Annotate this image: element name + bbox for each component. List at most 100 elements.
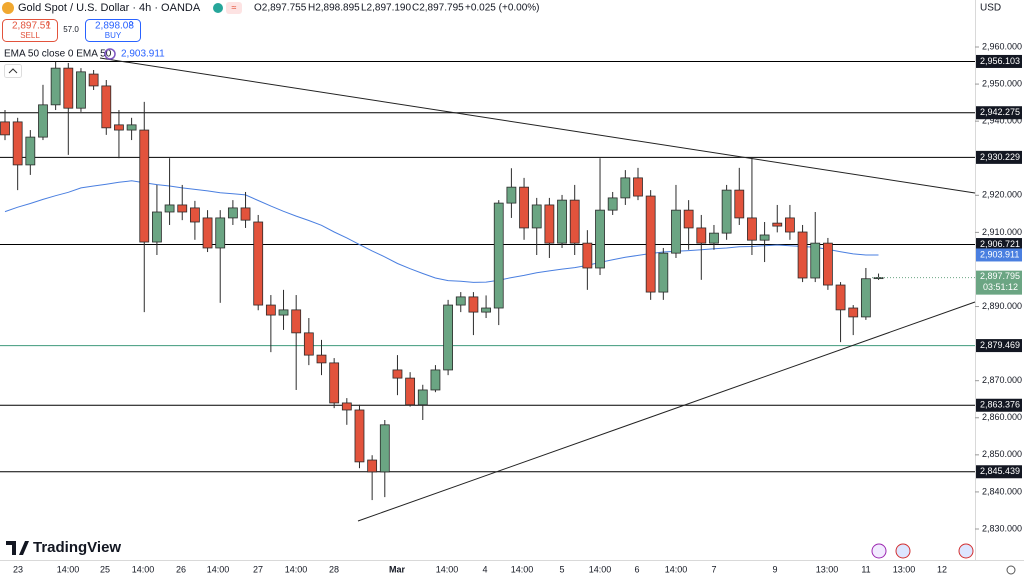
candle-body bbox=[101, 85, 112, 129]
y-tick-label: 2,890.000 bbox=[982, 301, 1022, 311]
x-tick-label: 14:00 bbox=[132, 564, 155, 574]
ema-line bbox=[4, 180, 879, 283]
x-tick-label: 11 bbox=[861, 564, 870, 574]
candle-body bbox=[493, 202, 504, 309]
candle-body bbox=[202, 217, 213, 249]
x-tick-label: 14:00 bbox=[285, 564, 308, 574]
trend-line-up bbox=[357, 301, 976, 522]
candle-body bbox=[747, 217, 757, 241]
x-tick-label: 14:00 bbox=[589, 564, 612, 574]
candle-body bbox=[607, 197, 618, 211]
candle-body bbox=[341, 402, 352, 411]
brand-logo bbox=[6, 541, 29, 555]
level-label-box bbox=[976, 398, 1022, 412]
candle-body bbox=[835, 284, 846, 311]
x-tick-label: 14:00 bbox=[207, 564, 230, 574]
ohlc-close: C2,897.795 bbox=[412, 3, 464, 14]
candle-body bbox=[316, 354, 327, 364]
level-label-box bbox=[976, 150, 1022, 164]
candle-body bbox=[215, 217, 226, 249]
candle-body bbox=[759, 234, 770, 241]
trend-line-down bbox=[99, 57, 976, 194]
candle-body bbox=[443, 304, 454, 371]
sell-button[interactable] bbox=[2, 19, 58, 42]
candle-body bbox=[683, 209, 694, 229]
candle-body bbox=[291, 309, 302, 334]
candle-body bbox=[468, 296, 479, 313]
buy-sup: 0 bbox=[129, 21, 133, 28]
x-tick-label: 4 bbox=[482, 564, 487, 574]
level-label: 2,942.275 bbox=[980, 107, 1020, 117]
candle-body bbox=[354, 409, 365, 463]
buy-label: BUY bbox=[105, 31, 122, 40]
plot-area bbox=[0, 60, 975, 501]
y-tick-label: 2,840.000 bbox=[982, 486, 1022, 496]
candle-body bbox=[152, 211, 162, 243]
level-label: 2,930.229 bbox=[980, 152, 1020, 162]
level-label-box bbox=[976, 238, 1022, 252]
ema-label-box bbox=[976, 248, 1022, 262]
wave-icon bbox=[226, 2, 242, 14]
candle-body bbox=[582, 242, 593, 269]
current-price-label: 2,897.795 bbox=[980, 271, 1020, 281]
candle-body bbox=[227, 207, 238, 219]
x-tick-label: 14:00 bbox=[436, 564, 459, 574]
market-status bbox=[213, 3, 223, 13]
candle-body bbox=[531, 204, 542, 229]
level-label-box bbox=[976, 465, 1022, 479]
ema-legend: EMA 50 close 0 EMA 50 bbox=[4, 49, 112, 60]
candle-body bbox=[76, 71, 86, 109]
y-tick-label: 2,830.000 bbox=[982, 523, 1022, 533]
y-tick-label: 2,860.000 bbox=[982, 412, 1022, 422]
candle-body bbox=[544, 204, 555, 244]
candle-body bbox=[392, 369, 403, 379]
x-tick-label: 14:00 bbox=[57, 564, 80, 574]
ema-icon bbox=[104, 48, 116, 60]
x-tick-label: 23 bbox=[13, 564, 23, 574]
candle-body bbox=[671, 209, 681, 254]
candle-body bbox=[633, 177, 643, 197]
candle-body bbox=[785, 217, 795, 233]
collapse-button[interactable] bbox=[4, 64, 22, 78]
candle-body bbox=[88, 73, 99, 87]
symbol-title: Gold Spot / U.S. Dollar · 4h · OANDA bbox=[18, 2, 201, 14]
ema-legend-value: 2,903.911 bbox=[121, 49, 165, 60]
x-tick-label: 12 bbox=[937, 564, 947, 574]
flag-icon[interactable] bbox=[895, 543, 911, 559]
x-tick-label: 7 bbox=[711, 564, 716, 574]
x-tick-label: 26 bbox=[176, 564, 186, 574]
candle-body bbox=[620, 177, 631, 199]
level-label: 2,956.103 bbox=[980, 56, 1020, 66]
candle-body bbox=[709, 232, 719, 244]
wave-glyph: ≈ bbox=[232, 2, 237, 12]
x-tick-label: 14:00 bbox=[665, 564, 688, 574]
ohlc-low: L2,897.190 bbox=[361, 3, 411, 14]
event-icon[interactable] bbox=[871, 543, 887, 559]
candle-body bbox=[721, 189, 732, 234]
settings-icon[interactable] bbox=[1006, 565, 1016, 575]
flag-icon[interactable] bbox=[958, 543, 974, 559]
candle-body bbox=[0, 121, 10, 136]
x-tick-label: 28 bbox=[329, 564, 339, 574]
candle-body bbox=[810, 242, 821, 279]
candle-body bbox=[329, 362, 340, 404]
candle-body bbox=[253, 221, 264, 306]
candle-body bbox=[506, 186, 517, 204]
ema-label: 2,903.911 bbox=[980, 249, 1019, 259]
current-price-box bbox=[976, 270, 1022, 295]
x-tick-label: Mar bbox=[389, 564, 406, 574]
y-tick-label: 2,940.000 bbox=[982, 116, 1022, 126]
sell-sup: 0 bbox=[46, 21, 50, 28]
level-label: 2,863.376 bbox=[980, 400, 1020, 410]
candle-body bbox=[455, 296, 466, 306]
buy-button[interactable] bbox=[85, 19, 141, 42]
candle-body bbox=[303, 332, 314, 356]
x-tick-label: 13:00 bbox=[893, 564, 916, 574]
candle-body bbox=[519, 186, 529, 229]
candle-body bbox=[126, 124, 137, 131]
candle-body bbox=[848, 307, 859, 318]
level-label-box bbox=[976, 54, 1022, 68]
sell-price: 2,897.51 bbox=[12, 21, 51, 32]
candle-body bbox=[595, 209, 605, 269]
